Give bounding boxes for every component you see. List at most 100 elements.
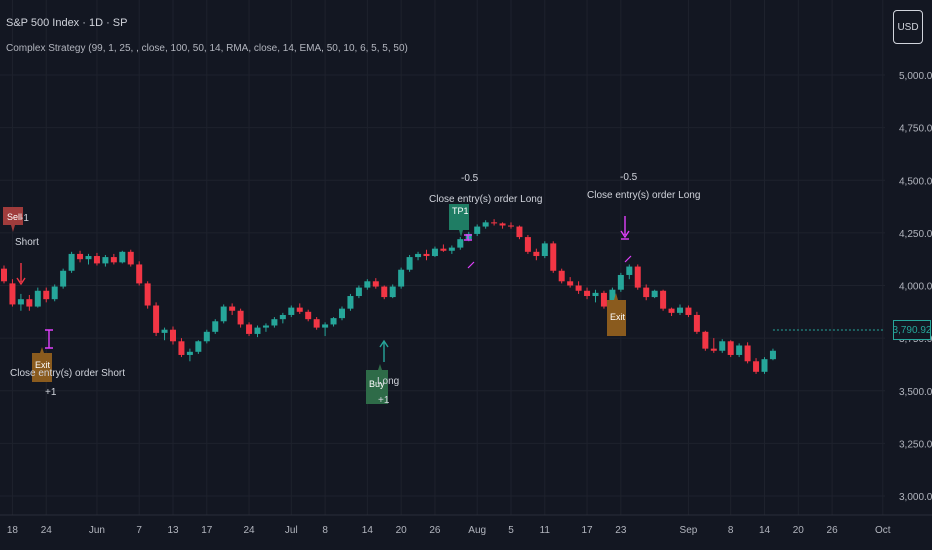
tp1-text: Close entry(s) order Long [429, 194, 542, 205]
candle [643, 284, 650, 301]
candle [170, 326, 176, 345]
sell-marker[interactable]: Sell Short -1 [3, 207, 39, 286]
candle [702, 330, 709, 351]
candle [203, 329, 210, 344]
exit-long-label: Exit [610, 312, 626, 322]
chart-grid [0, 0, 885, 515]
candle [567, 277, 574, 288]
x-tick-label: Jul [285, 525, 298, 536]
candle [491, 219, 498, 226]
exit-long-marker[interactable]: -0.5 Close entry(s) order Long Exit [587, 172, 700, 336]
x-tick-label: 26 [827, 525, 839, 536]
x-tick-label: Jun [89, 525, 105, 536]
candle [431, 246, 438, 258]
x-tick-label: 7 [136, 525, 142, 536]
exit-long-value: -0.5 [620, 172, 638, 183]
candle [195, 340, 202, 354]
exit-short-label: Exit [35, 360, 51, 370]
strategy-legend[interactable]: Complex Strategy (99, 1, 25, , close, 10… [6, 43, 408, 54]
candle [685, 305, 692, 318]
candle [102, 254, 109, 267]
last-price-label: 3,790.92 [893, 320, 931, 340]
candle [1, 265, 7, 284]
candle [372, 278, 379, 289]
y-tick-label: 3,250.00 [899, 439, 932, 450]
candle [229, 303, 236, 315]
candle [9, 279, 16, 307]
candle [457, 237, 464, 250]
x-tick-label: 13 [167, 525, 179, 536]
candle [144, 281, 151, 309]
candle [626, 264, 633, 280]
candle [110, 253, 117, 265]
candle [710, 338, 717, 353]
tp1-marker[interactable]: -0.5 Close entry(s) order Long TP1 [429, 173, 542, 269]
candle [744, 342, 751, 364]
candle [271, 317, 278, 328]
y-tick-label: 4,000.00 [899, 282, 932, 293]
candle [364, 279, 371, 290]
candle [212, 319, 219, 334]
candle [474, 224, 481, 237]
y-tick-label: 4,750.00 [899, 124, 932, 135]
candle [736, 343, 743, 358]
y-tick-label: 4,500.00 [899, 176, 932, 187]
candle [313, 317, 320, 330]
x-tick-label: 26 [429, 525, 441, 536]
candle [389, 284, 396, 299]
candle [51, 284, 58, 302]
x-tick-label: 5 [508, 525, 514, 536]
x-tick-label: Oct [875, 525, 891, 536]
candle [60, 268, 67, 289]
x-tick-label: 20 [396, 525, 408, 536]
candle [600, 290, 607, 309]
candle [533, 248, 540, 261]
candle [499, 222, 506, 229]
x-tick-label: 23 [615, 525, 627, 536]
candle [592, 289, 599, 303]
y-tick-label: 5,000.00 [899, 71, 932, 82]
candle [448, 245, 455, 254]
candle [524, 234, 531, 254]
candle [296, 303, 303, 314]
candle [85, 253, 92, 265]
candle [355, 285, 362, 299]
candle [119, 250, 126, 264]
sell-marker-sub: Short [15, 237, 39, 248]
candle [34, 287, 41, 308]
candle [330, 317, 337, 327]
candle [178, 338, 185, 358]
tp1-value: -0.5 [461, 173, 479, 184]
candle [508, 222, 514, 229]
candle [127, 249, 134, 267]
y-tick-label: 3,000.00 [899, 492, 932, 503]
candle [322, 322, 329, 337]
chart-title: S&P 500 Index · 1D · SP [6, 17, 128, 29]
candle [584, 287, 591, 300]
time-axis[interactable]: 18 24 Jun 7 13 17 24 Jul 8 14 20 26 Aug 5 11 17 23 Sep 8 14… [0, 514, 932, 536]
candle [288, 305, 295, 318]
x-tick-label: 11 [540, 525, 551, 536]
exit-short-text: Close entry(s) order Short [10, 368, 125, 379]
price-axis[interactable]: 3,000.003,250.003,500.003,750.004,000.00… [899, 71, 932, 503]
candle [347, 293, 354, 311]
candlestick-series [1, 219, 776, 374]
exit-short-marker[interactable]: Exit Close entry(s) order Short +1 [10, 329, 125, 398]
candle [753, 358, 760, 374]
exit-short-value: +1 [45, 387, 57, 398]
candle [237, 308, 244, 328]
tp1-label: TP1 [452, 206, 469, 216]
candle [17, 293, 24, 311]
currency-button[interactable]: USD [893, 10, 923, 44]
candle [161, 327, 168, 341]
x-tick-label: 18 [7, 525, 19, 536]
candle [381, 285, 388, 300]
candle [575, 281, 582, 294]
candle [541, 241, 548, 259]
buy-marker[interactable]: Buy Long +1 [366, 339, 399, 406]
candle [769, 348, 776, 361]
x-tick-label: 14 [362, 525, 374, 536]
x-tick-label: Aug [468, 525, 486, 536]
candle [77, 250, 84, 263]
